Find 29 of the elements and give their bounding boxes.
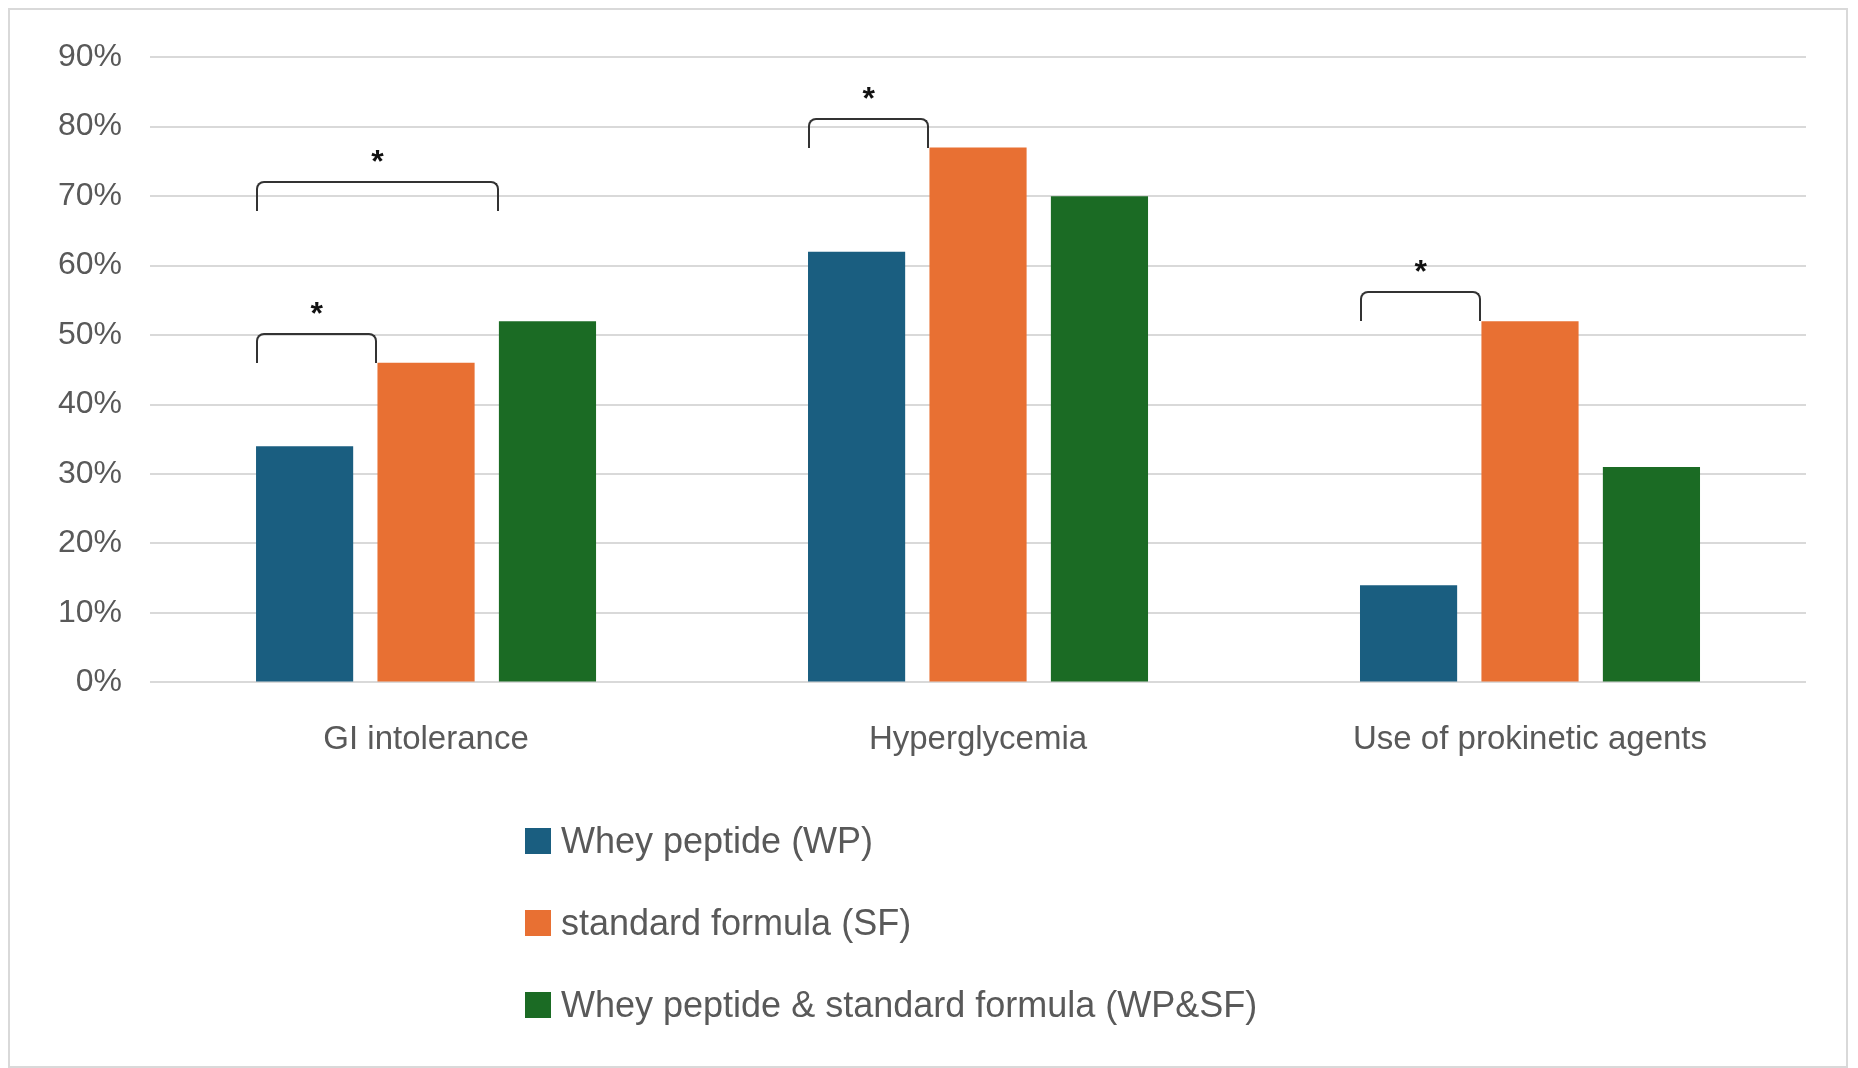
bar xyxy=(498,321,597,682)
legend-label: standard formula (SF) xyxy=(561,902,912,944)
x-tick-label: Hyperglycemia xyxy=(868,719,1088,757)
bar xyxy=(929,147,1027,682)
legend-label: Whey peptide & standard formula (WP&SF) xyxy=(561,984,1258,1026)
y-tick-label: 70% xyxy=(58,175,123,212)
x-tick-label: Use of prokinetic agents xyxy=(1352,719,1708,757)
y-tick-label: 0% xyxy=(75,662,123,699)
y-tick-label: 30% xyxy=(58,453,123,490)
y-tick-label: 20% xyxy=(58,523,123,560)
bar xyxy=(1050,196,1149,682)
annotation: * xyxy=(309,294,324,331)
bar xyxy=(1360,585,1458,682)
y-tick-label: 80% xyxy=(58,106,123,143)
annotation: * xyxy=(861,79,876,116)
y-tick-label: 50% xyxy=(58,314,123,351)
bar xyxy=(377,362,475,682)
bar xyxy=(1481,321,1579,682)
annotation: * xyxy=(1413,253,1428,290)
y-tick-label: 10% xyxy=(58,592,123,629)
bar xyxy=(256,446,354,682)
legend-label: Whey peptide (WP) xyxy=(561,820,874,862)
bar xyxy=(1602,467,1701,682)
annotation: * xyxy=(370,143,385,180)
y-tick-label: 40% xyxy=(58,384,123,421)
x-tick-label: GI intolerance xyxy=(323,719,529,757)
bar xyxy=(808,251,906,682)
y-tick-label: 90% xyxy=(58,37,123,74)
y-tick-label: 60% xyxy=(58,245,123,282)
